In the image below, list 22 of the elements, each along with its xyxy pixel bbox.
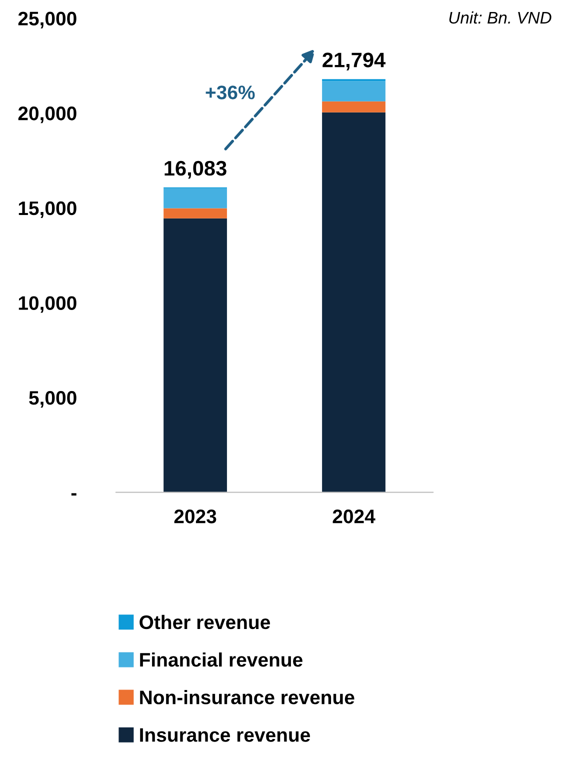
- annotation: +36%: [206, 86, 255, 100]
- total-label: 16,083: [164, 160, 226, 179]
- total-label: 21,794: [322, 52, 386, 70]
- text: Unit: Bn. VND: [449, 11, 552, 24]
- y-tick-label: 15,000: [18, 201, 76, 218]
- y-tick-label: 10,000: [18, 296, 76, 313]
- y-tick-label: 5,000: [29, 391, 76, 408]
- bar: [322, 112, 386, 492]
- legend-label: Insurance revenue: [140, 728, 310, 742]
- legend-label: Non-insurance revenue: [140, 690, 354, 704]
- y-tick-label: 25,000: [18, 12, 76, 28]
- bar: [164, 188, 227, 208]
- x-tick-label: 2023: [174, 510, 216, 524]
- bar: [164, 218, 227, 492]
- bar: [322, 81, 386, 102]
- legend-label: Other revenue: [140, 614, 270, 630]
- bar: [164, 208, 227, 218]
- y-tick-label: -: [71, 493, 76, 496]
- y-tick-label: 20,000: [18, 106, 76, 124]
- legend-label: Financial revenue: [140, 652, 302, 667]
- bar: [322, 101, 386, 112]
- x-tick-label: 2024: [332, 510, 376, 524]
